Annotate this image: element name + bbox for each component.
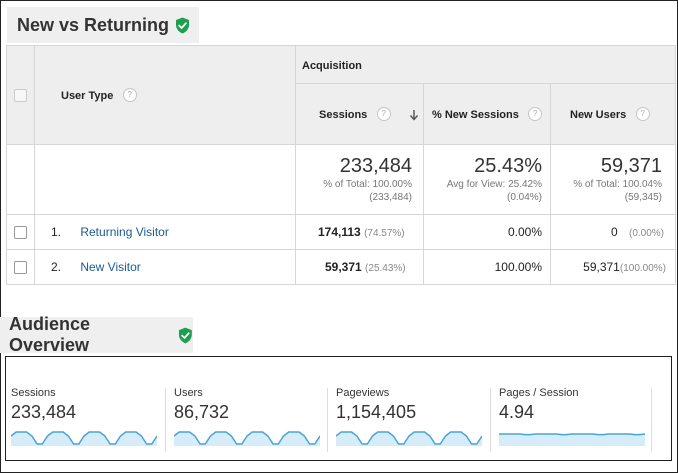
- metric-label: Pageviews: [336, 387, 390, 399]
- dimension-cell: 2. New Visitor: [34, 249, 296, 285]
- new-sessions-total-value: 25.43%: [474, 155, 542, 177]
- new-users-percent: (0.00%): [628, 228, 664, 239]
- sparkline: [174, 431, 320, 446]
- sparkline: [11, 431, 157, 446]
- metric-label: Users: [174, 387, 203, 399]
- sparkline-area: [336, 432, 482, 446]
- shield-check-icon: [179, 327, 193, 343]
- metric-divider: [651, 388, 652, 452]
- dimension-header[interactable]: User Type: [61, 89, 114, 102]
- sessions-header-cell[interactable]: Sessions ?: [295, 83, 424, 145]
- question-mark-icon[interactable]: ?: [122, 88, 137, 103]
- sparkline-area: [11, 432, 157, 446]
- shield-check-icon: [176, 17, 190, 33]
- new-users-total-line1: % of Total: 100.04%: [573, 179, 662, 190]
- sessions-value: 59,371: [325, 260, 362, 274]
- metric-value: 86,732: [174, 402, 230, 422]
- totals-row: 233,484 % of Total: 100.00% (233,484) 25…: [6, 144, 676, 215]
- select-all-checkbox[interactable]: [14, 89, 27, 103]
- sparkline-line: [174, 431, 320, 445]
- sessions-total-value: 233,484: [339, 155, 412, 177]
- question-mark-icon[interactable]: ?: [635, 107, 650, 122]
- new-users-percent: (100.00%): [619, 263, 666, 274]
- acquisition-group-header: Acquisition: [302, 59, 362, 72]
- new-sessions-column-header[interactable]: % New Sessions: [432, 108, 519, 121]
- metric-divider: [327, 388, 328, 452]
- metric-divider: [490, 388, 491, 452]
- row-checkbox[interactable]: [14, 261, 27, 275]
- header-checkbox-cell: [6, 45, 35, 145]
- new-users-total-value: 59,371: [600, 155, 662, 177]
- sparkline-area: [499, 434, 645, 446]
- row-checkbox[interactable]: [14, 226, 27, 240]
- overview-title: Audience Overview: [9, 314, 91, 355]
- sparkline-area: [174, 432, 320, 446]
- sessions-percent: (74.57%): [364, 228, 405, 239]
- group-header-cell: Acquisition: [295, 45, 676, 84]
- sessions-total-line1: % of Total: 100.00%: [323, 179, 412, 190]
- report-title-bar: New vs Returning: [7, 7, 199, 43]
- sessions-metric[interactable]: Sessions 233,484: [11, 387, 161, 447]
- report-title: New vs Returning: [17, 14, 170, 35]
- sessions-cell: 174,113 (74.57%): [295, 214, 424, 250]
- dimension-cell: 1. Returning Visitor: [34, 214, 296, 250]
- sessions-total-cell: 233,484 % of Total: 100.00% (233,484): [295, 144, 424, 215]
- question-mark-icon[interactable]: ?: [376, 107, 391, 122]
- metric-value: 233,484: [11, 402, 77, 422]
- pages-per-session-metric[interactable]: Pages / Session 4.94: [499, 387, 649, 447]
- new-users-cell: 0 (0.00%): [550, 214, 676, 250]
- row-link[interactable]: New Visitor: [80, 260, 141, 274]
- sparkline-line: [11, 431, 157, 445]
- row-index: 1.: [51, 225, 62, 239]
- pageviews-metric[interactable]: Pageviews 1,154,405: [336, 387, 486, 447]
- sparkline-line: [499, 433, 645, 436]
- sparkline: [499, 433, 645, 446]
- metric-label: Pages / Session: [499, 387, 579, 399]
- new-sessions-header-cell[interactable]: % New Sessions ?: [423, 83, 551, 145]
- new-users-column-header[interactable]: New Users: [570, 108, 627, 121]
- new-sessions-cell: 100.00%: [423, 249, 551, 285]
- new-users-header-cell[interactable]: New Users ?: [550, 83, 676, 145]
- table-row: 1. Returning Visitor 174,113 (74.57%) 0.…: [6, 214, 676, 250]
- totals-empty-cell: [6, 144, 35, 215]
- new-users-value: 59,371: [583, 260, 620, 274]
- row-link[interactable]: Returning Visitor: [80, 225, 169, 239]
- row-checkbox-cell: [6, 214, 35, 250]
- question-mark-icon[interactable]: ?: [528, 107, 543, 122]
- metric-value: 1,154,405: [336, 402, 417, 422]
- sessions-value: 174,113: [318, 225, 361, 239]
- new-sessions-cell: 0.00%: [423, 214, 551, 250]
- row-index: 2.: [51, 260, 62, 274]
- table-row: 2. New Visitor 59,371 (25.43%) 100.00% 5…: [6, 249, 676, 285]
- new-users-cell: 59,371(100.00%): [550, 249, 676, 285]
- sessions-total-line2: (233,484): [369, 192, 412, 203]
- new-sessions-total-line2: (0.04%): [506, 192, 542, 203]
- users-metric[interactable]: Users 86,732: [174, 387, 324, 447]
- report-table: User Type ? Acquisition Sessions ? % New…: [6, 45, 676, 285]
- metric-value: 4.94: [499, 402, 535, 422]
- sessions-cell: 59,371 (25.43%): [295, 249, 424, 285]
- new-sessions-value: 100.00%: [494, 260, 542, 274]
- new-sessions-value: 0.00%: [507, 225, 542, 239]
- audience-overview-panel: Sessions 233,484 Users 86,732 Pageviews …: [5, 356, 672, 461]
- new-users-value: 0: [610, 225, 618, 239]
- arrow-down-icon[interactable]: [409, 109, 419, 121]
- new-users-total-line2: (59,345): [624, 192, 662, 203]
- metric-divider: [165, 388, 166, 452]
- sessions-percent: (25.43%): [365, 263, 406, 274]
- dimension-header-cell: User Type ?: [34, 45, 296, 145]
- sessions-column-header[interactable]: Sessions: [319, 108, 368, 121]
- overview-title-bar: Audience Overview: [0, 314, 193, 355]
- metric-label: Sessions: [11, 387, 56, 399]
- totals-empty-cell: [34, 144, 296, 215]
- new-sessions-total-cell: 25.43% Avg for View: 25.42% (0.04%): [423, 144, 551, 215]
- new-sessions-total-line1: Avg for View: 25.42%: [446, 179, 542, 190]
- row-checkbox-cell: [6, 249, 35, 285]
- sparkline: [336, 431, 482, 446]
- new-users-total-cell: 59,371 % of Total: 100.04% (59,345): [550, 144, 676, 215]
- sparkline-line: [336, 431, 482, 445]
